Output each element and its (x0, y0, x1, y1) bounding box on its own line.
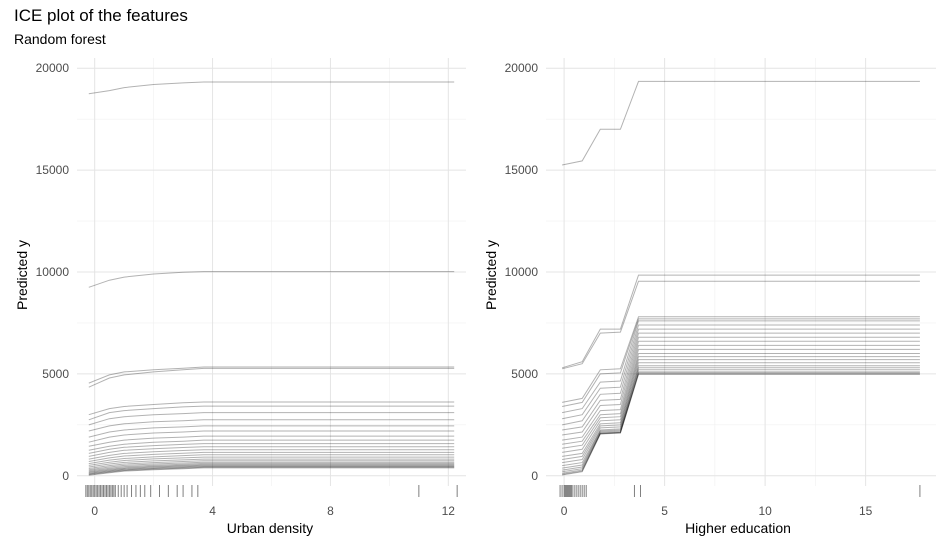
ice-line (562, 373, 920, 476)
ice-line (562, 316, 920, 403)
ice-line (562, 318, 920, 407)
ice-line (88, 401, 455, 416)
ice-line (562, 373, 920, 475)
ice-line (88, 463, 455, 473)
ice-line (88, 449, 455, 460)
ice-line (562, 340, 920, 441)
ice-line (88, 367, 455, 388)
ice-lines (88, 81, 455, 476)
ice-lines (561, 80, 920, 476)
ice-line (88, 443, 455, 454)
ice-line (88, 412, 455, 426)
x-tick-label: 8 (327, 504, 334, 518)
ice-line (562, 332, 920, 431)
ice-line (88, 81, 455, 95)
ice-line (88, 271, 455, 288)
y-tick-label: 15000 (505, 163, 539, 177)
ice-line (562, 328, 920, 426)
y-axis-label: Predicted y (14, 240, 30, 310)
ice-line (88, 466, 455, 476)
ice-line (88, 435, 455, 447)
ice-line (88, 405, 455, 421)
ice-line (88, 465, 455, 474)
ice-line (88, 461, 455, 471)
ice-line (88, 466, 455, 475)
ice-line (562, 356, 920, 457)
ice-line (562, 320, 920, 414)
ice-line (88, 460, 455, 469)
x-tick-label: 10 (758, 504, 772, 518)
x-tick-label: 15 (859, 504, 873, 518)
ice-line (88, 446, 455, 457)
ice-line (562, 371, 920, 473)
rug (559, 485, 921, 497)
x-axis-label: Higher education (685, 520, 791, 536)
y-tick-label: 0 (62, 469, 69, 483)
y-tick-label: 5000 (42, 367, 69, 381)
x-tick-label: 5 (661, 504, 668, 518)
y-tick-label: 5000 (511, 367, 538, 381)
ice-line (88, 439, 455, 451)
ice-line (562, 359, 920, 460)
rug (85, 485, 458, 497)
panel-urban-density: Urban density Predicted y 0 5000 10000 1500… (14, 58, 466, 536)
ice-line (562, 367, 920, 469)
ice-line (562, 336, 920, 436)
y-tick-label: 0 (531, 469, 538, 483)
ice-line (88, 467, 455, 476)
ice-line (88, 458, 455, 468)
x-axis-label: Urban density (227, 520, 313, 536)
chart-title: ICE plot of the features (14, 6, 188, 25)
ice-line (562, 344, 920, 445)
grid (546, 58, 936, 486)
ice-line (561, 280, 920, 370)
ice-line (562, 362, 920, 464)
chart-subtitle: Random forest (14, 31, 106, 47)
grid (77, 58, 466, 486)
ice-line (562, 324, 920, 420)
ice-line (562, 80, 920, 166)
y-tick-label: 20000 (36, 61, 70, 75)
y-tick-label: 20000 (505, 61, 539, 75)
ice-line (88, 454, 455, 465)
ice-line (562, 348, 920, 449)
ice-line (562, 369, 920, 471)
x-tick-label: 0 (561, 504, 568, 518)
y-axis-label: Predicted y (483, 240, 499, 310)
ice-line (562, 372, 920, 474)
ice-line (88, 425, 455, 438)
ice-line (562, 365, 920, 467)
ice-line (88, 419, 455, 432)
x-tick-label: 0 (91, 504, 98, 518)
ice-line (88, 456, 455, 466)
ice-line (562, 353, 920, 453)
y-tick-label: 10000 (36, 265, 70, 279)
ice-line (88, 464, 455, 473)
ice-line (88, 366, 455, 384)
y-tick-label: 10000 (505, 265, 539, 279)
ice-line (88, 462, 455, 472)
y-tick-label: 15000 (36, 163, 70, 177)
panel-higher-education: Higher education Predicted y 0 5000 10000 1… (483, 58, 936, 536)
ice-line (88, 430, 455, 443)
x-tick-label: 4 (209, 504, 216, 518)
x-tick-label: 12 (442, 504, 456, 518)
ice-line (88, 451, 455, 462)
ice-line (561, 274, 920, 369)
